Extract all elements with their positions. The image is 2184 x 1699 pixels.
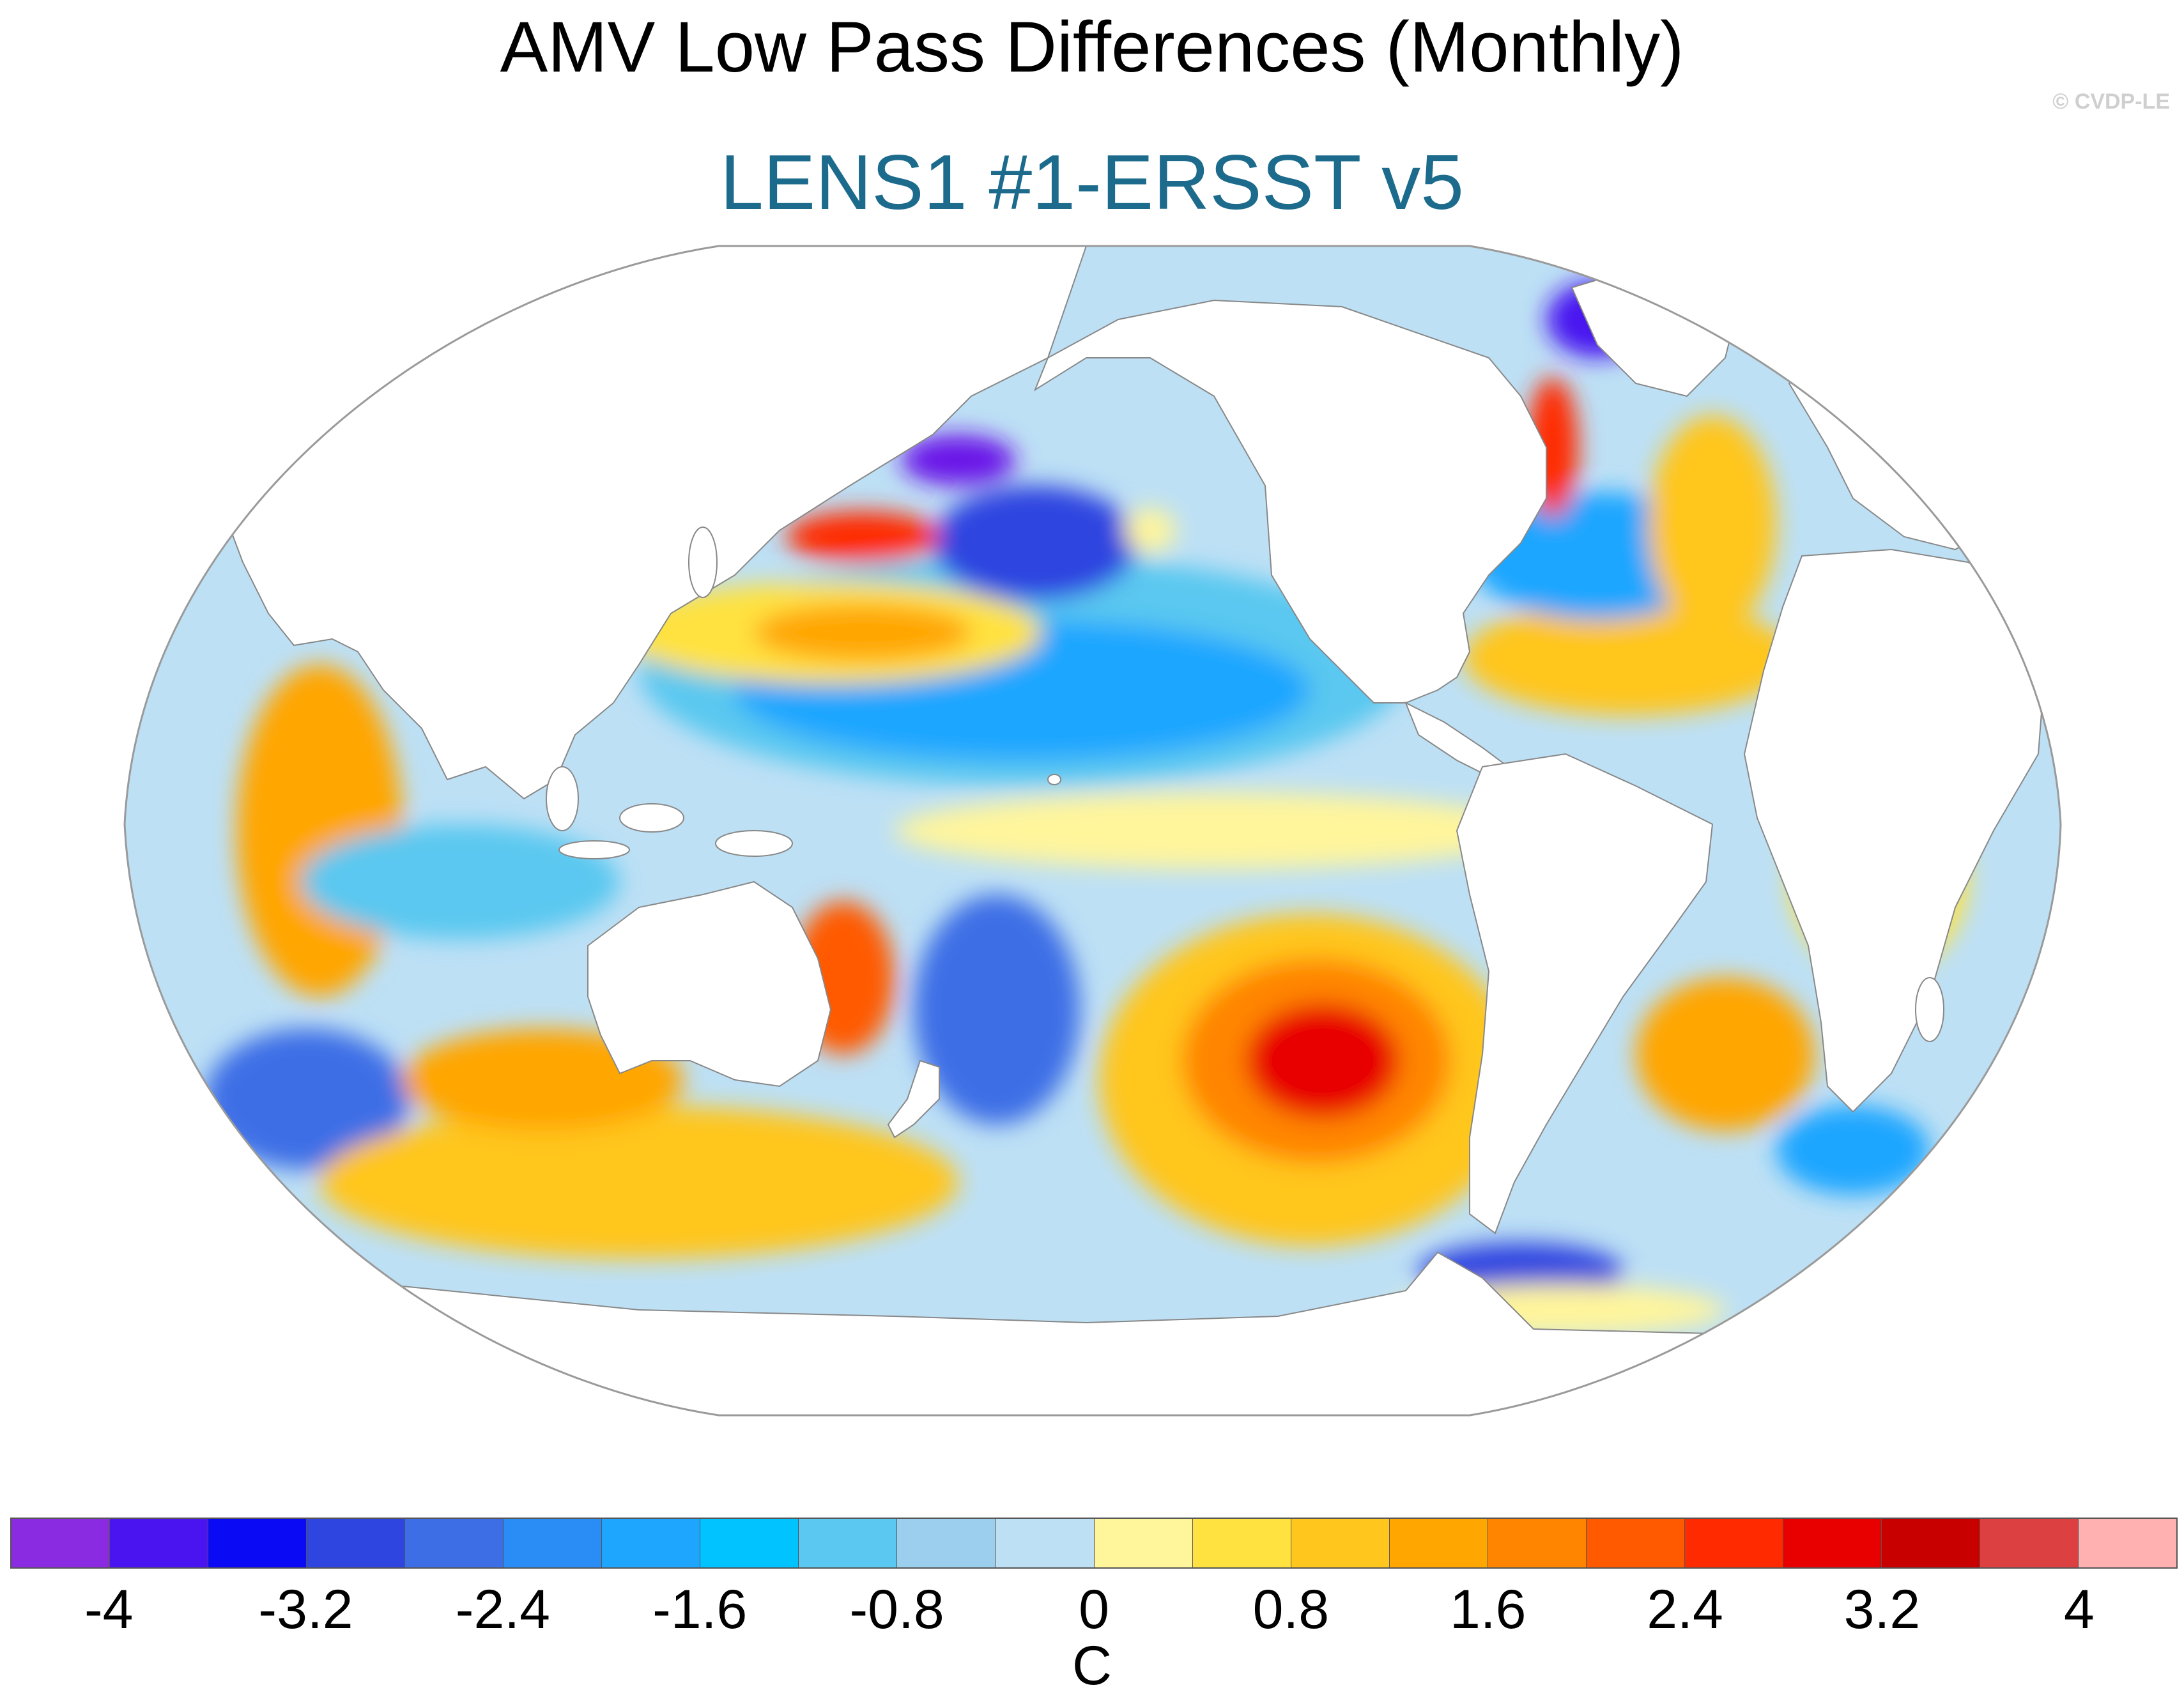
- south-pacific-warm-core: [1246, 1003, 1399, 1118]
- colorbar-swatch: [1881, 1519, 1980, 1567]
- north-atlantic-warm: [1463, 601, 1796, 716]
- colorbar-tick-label: 0: [1079, 1579, 1109, 1640]
- northeast-atlantic-warm: [1649, 415, 1776, 633]
- colorbar-tick-label: 0.8: [1252, 1579, 1330, 1640]
- copyright-watermark: © CVDP-LE: [2052, 89, 2170, 114]
- colorbar-swatch: [1192, 1519, 1291, 1567]
- colorbar-tick-label: 1.6: [1449, 1579, 1526, 1640]
- colorbar-swatch: [504, 1519, 603, 1567]
- colorbar-swatch: [1094, 1519, 1193, 1567]
- west-indian-warm: [236, 665, 403, 997]
- colorbar-tick-label: -3.2: [258, 1579, 353, 1640]
- sst-field: [125, 246, 2061, 1415]
- colorbar-tick-label: 3.2: [1843, 1579, 1921, 1640]
- south-pacific-cool-patch: [914, 895, 1080, 1125]
- colorbar-swatch: [405, 1519, 504, 1567]
- colorbar-swatch: [996, 1519, 1095, 1567]
- page-title: AMV Low Pass Differences (Monthly): [500, 7, 1684, 87]
- colorbar-tick-label: -2.4: [455, 1579, 551, 1640]
- tropical-pacific-warm-band: [895, 792, 1534, 869]
- madagascar: [1915, 977, 1944, 1042]
- colorbar-swatch: [110, 1519, 209, 1567]
- colorbar-swatch: [1684, 1519, 1783, 1567]
- colorbar-swatch: [307, 1519, 406, 1567]
- borneo: [619, 803, 684, 833]
- colorbar-swatch: [1783, 1519, 1882, 1567]
- japan: [688, 527, 718, 598]
- hawaii: [1047, 774, 1061, 785]
- colorbar: [10, 1518, 2178, 1569]
- antarctica: [125, 1251, 2061, 1415]
- colorbar-units: C: [1072, 1635, 1112, 1696]
- south-atlantic-cool-spot: [1776, 1105, 1930, 1195]
- colorbar-swatch: [1980, 1519, 2079, 1567]
- colorbar-swatch: [1389, 1519, 1488, 1567]
- gulf-of-alaska-cool: [933, 486, 1137, 601]
- java: [558, 840, 630, 859]
- page-subtitle: LENS1 #1-ERSST v5: [719, 139, 1465, 226]
- colorbar-swatch: [12, 1519, 111, 1567]
- new-guinea: [715, 830, 793, 857]
- colorbar-swatch: [700, 1519, 799, 1567]
- new-zealand: [887, 1059, 940, 1139]
- colorbar-tick-label: 2.4: [1647, 1579, 1723, 1640]
- colorbar-tick-label: 4: [2063, 1579, 2095, 1640]
- colorbar-swatch: [1586, 1519, 1685, 1567]
- colorbar-swatch: [1488, 1519, 1587, 1567]
- colorbar-swatch: [208, 1519, 307, 1567]
- alaska-warm-spot: [1125, 508, 1176, 553]
- colorbar-swatch: [2078, 1519, 2177, 1567]
- colorbar-swatch: [897, 1519, 996, 1567]
- colorbar-tick-label: -0.8: [849, 1579, 944, 1640]
- colorbar-swatch: [1291, 1519, 1390, 1567]
- okhotsk-warm-spot: [786, 511, 939, 562]
- colorbar-swatch: [602, 1519, 701, 1567]
- kuroshio-warm-core: [754, 604, 971, 661]
- globe-outline: [123, 245, 2062, 1417]
- colorbar-swatch: [799, 1519, 898, 1567]
- southern-ocean-warm-band: [319, 1105, 958, 1259]
- south-indian-cool: [204, 1029, 409, 1169]
- south-atlantic-warm-core: [1636, 978, 1815, 1131]
- central-indian-cool: [300, 824, 620, 939]
- colorbar-tick-label: -4: [84, 1579, 134, 1640]
- north-america: [1033, 299, 1547, 703]
- colorbar-tick-label: -1.6: [652, 1579, 748, 1640]
- south-america: [1456, 753, 1714, 1234]
- sumatra: [546, 766, 579, 831]
- australia: [587, 880, 832, 1088]
- bering-cool-spot: [901, 434, 1016, 486]
